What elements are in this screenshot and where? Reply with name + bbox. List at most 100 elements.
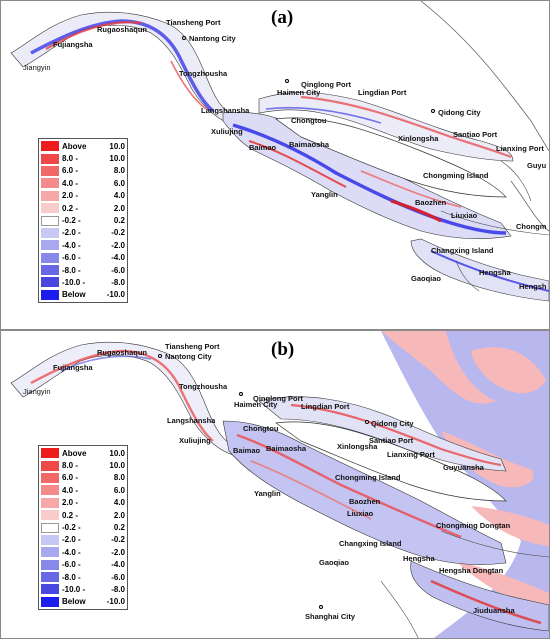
legend-item: 4.0 - 6.0 [41,177,125,189]
place-label: Chongtou [243,424,279,433]
place-label: Nantong City [165,352,212,361]
legend-range-to: -8.0 [111,584,125,594]
place-label: Jiangyin [23,63,51,72]
legend-range: 0.2 - 2.0 [62,204,125,213]
deposition-patch [381,331,496,404]
legend-item: -6.0 - -4.0 [41,252,125,264]
legend-range-to: 6.0 [113,485,125,495]
place-label: Fujiangsha [53,363,93,372]
legend-range-to: -4.0 [111,253,125,263]
legend-range-from: Above [62,448,87,458]
shoreline [440,530,549,558]
chongming-island [275,117,507,198]
legend-swatch [41,265,59,276]
legend-range-from: -6.0 - [62,560,81,570]
north-branch [258,396,507,472]
legend-item: -4.0 - -2.0 [41,239,125,251]
place-label: Chongming Dongtan [436,521,511,530]
legend-swatch [41,472,59,483]
legend-range-to: -2.0 [111,547,125,557]
legend-range-from: 2.0 - [62,498,79,508]
legend-range-from: 2.0 - [62,191,79,201]
legend-range: -6.0 - -4.0 [62,253,125,262]
place-label: Xinlongsha [337,442,378,451]
shoreline [380,580,419,638]
deposition-patch [456,561,549,611]
place-label: Lianxing Port [496,144,544,153]
place-label: Tongzhousha [179,382,228,391]
city-marker [239,392,243,396]
place-label: Liuxiao [347,509,374,518]
legend-item: -8.0 - -6.0 [41,571,125,583]
legend-range-from: -6.0 - [62,253,81,263]
legend-range-to: 0.2 [113,523,125,533]
place-label: Tiansheng Port [166,18,221,27]
legend-range-to: 10.0 [109,154,125,164]
legend-range: Below -10.0 [62,597,125,606]
place-label: Chongm [516,222,547,231]
legend-range-from: 0.2 - [62,510,79,520]
legend-swatch [41,153,59,164]
legend-range-from: -10.0 - [62,277,86,287]
legend-item: 4.0 - 6.0 [41,484,125,496]
city-marker [319,605,323,609]
legend-rows: Above 10.0 8.0 -10.0 6.0 -8.0 4.0 -6.0 2.0 -4… [41,140,125,301]
city-marker [182,36,186,40]
legend-range-to: 10.0 [109,461,125,471]
place-label: Gaoqiao [411,274,442,283]
legend-item: -4.0 - -2.0 [41,546,125,558]
deep-channel [232,123,507,235]
legend-range: 8.0 - 10.0 [62,461,125,470]
map-panel-b: (b) Tiansheng Port Rugaoshaqun Nantong C… [0,330,550,639]
coastline [420,1,549,152]
legend-item: -2.0 - -0.2 [41,227,125,239]
legend-range-to: 4.0 [113,498,125,508]
legend-range-from: -2.0 - [62,228,81,238]
place-label: Fujiangsha [53,40,93,49]
legend-swatch [41,547,59,558]
place-label: Chongtou [291,116,327,125]
place-label: Shanghai City [305,612,356,621]
legend-range-to: 8.0 [113,473,125,483]
legend-swatch [41,141,59,152]
legend-range-from: 4.0 - [62,178,79,188]
place-label: Langshansha [167,416,216,425]
legend-item: -0.2 - 0.2 [41,214,125,226]
legend-range-from: -8.0 - [62,265,81,275]
legend-range-to: -0.2 [111,535,125,545]
place-label: Baimao [249,143,277,152]
place-label: Qinglong Port [301,80,351,89]
legend-swatch [41,584,59,595]
legend-item: -2.0 - -0.2 [41,534,125,546]
legend-range: -2.0 - -0.2 [62,228,125,237]
city-marker [285,79,289,83]
legend-range-to: -10.0 [106,290,125,300]
shoreline [455,260,480,292]
legend-range-to: -6.0 [111,572,125,582]
place-label: Hengsha [403,554,435,563]
legend-range-to: -4.0 [111,560,125,570]
estuary-map-a [10,1,549,302]
place-label: Jiangyin [23,387,51,396]
legend-range: Above 10.0 [62,449,125,458]
place-label: Qidong City [438,108,481,117]
legend-swatch [41,289,59,300]
place-label: Guyu [527,161,547,170]
legend-range: Above 10.0 [62,142,125,151]
legend-swatch [41,572,59,583]
place-label: Lingdian Port [358,88,407,97]
legend-swatch [41,460,59,471]
legend-range-from: Below [62,290,86,300]
legend-range: -0.2 - 0.2 [62,216,125,225]
place-label: Yanglin [311,190,338,199]
legend-range-from: 8.0 - [62,461,79,471]
chongming-island [275,421,507,502]
place-label: Hengsha Dongtan [439,566,504,575]
legend-range: -10.0 - -8.0 [62,585,125,594]
deposition-band [390,199,442,223]
place-label: Lianxing Port [387,450,435,459]
legend-range: -0.2 - 0.2 [62,523,125,532]
legend-range: -8.0 - -6.0 [62,573,125,582]
deep-channel [265,106,382,124]
legend-swatch [41,203,59,214]
